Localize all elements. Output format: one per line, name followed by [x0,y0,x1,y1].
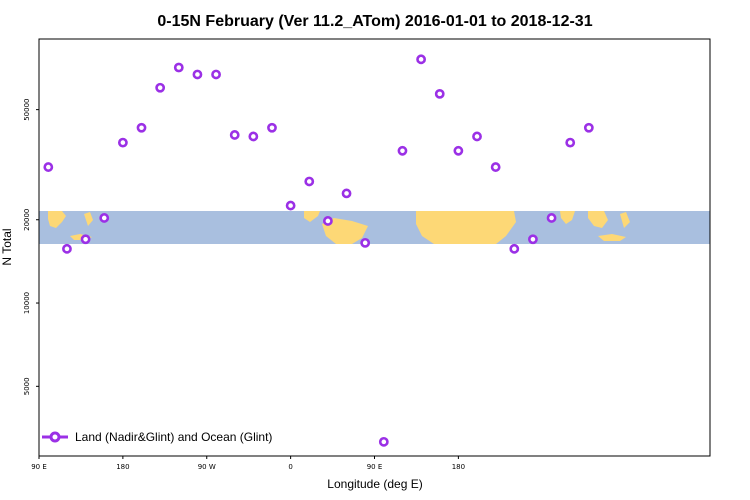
x-axis-label: Longitude (deg E) [327,477,422,491]
x-tick-label-3: 0 [288,463,292,471]
map-land-indonesia-2 [598,212,630,241]
data-point-0-28 [565,137,576,148]
data-point-0-17 [360,237,371,248]
y-axis: 5000 10000 20000 50000 [23,98,39,395]
data-point-0-3 [99,213,110,223]
data-point-0-21 [434,88,445,99]
map-land-south-america [322,218,368,244]
data-point-0-15 [323,216,333,226]
legend-label: Land (Nadir&Glint) and Ocean (Glint) [75,430,272,444]
y-tick-label-0: 5000 [23,377,31,395]
x-tick-label-5: 180 [452,463,465,471]
world-map-band [39,211,710,244]
data-point-0-12 [267,122,277,133]
data-point-0-23 [472,131,482,142]
data-point-0-8 [192,69,203,80]
data-point-0-18 [378,436,389,447]
legend-marker [49,431,61,443]
data-point-0-20 [416,54,426,65]
data-point-0-5 [136,122,147,133]
y-tick-label-1: 10000 [23,292,31,314]
data-point-0-7 [173,62,184,73]
data-point-0-14 [304,176,315,187]
map-land-south-asia [560,211,575,224]
data-point-0-0 [43,162,54,172]
data-point-0-10 [229,130,240,140]
x-tick-label-4: 90 E [367,463,383,471]
x-tick-label-2: 90 W [198,463,216,471]
y-tick-label-3: 50000 [23,98,31,120]
y-axis-label: N Total [0,228,14,265]
data-point-0-27 [546,213,557,223]
plot-frame [38,38,711,457]
series-points [43,54,594,447]
data-point-0-6 [155,82,166,93]
x-tick-label-0: 90 E [31,463,47,471]
map-land-southeast-asia-2 [588,211,608,228]
map-land-central-america [304,211,320,222]
map-land-southeast-asia [48,211,66,228]
data-point-0-26 [528,234,538,245]
data-point-0-22 [453,145,464,156]
data-point-0-16 [341,188,352,199]
data-point-0-4 [117,137,128,148]
data-point-0-2 [80,234,91,245]
data-point-0-13 [285,200,296,211]
legend: Land (Nadir&Glint) and Ocean (Glint) [42,430,272,444]
map-land-africa [416,211,516,244]
data-point-0-19 [397,145,408,156]
data-point-0-9 [211,69,221,80]
data-point-0-24 [490,162,501,172]
map-land-indonesia [70,212,93,240]
x-axis: 90 E 180 90 W 0 90 E 180 [31,456,465,471]
data-point-0-29 [583,122,594,133]
x-tick-label-1: 180 [116,463,129,471]
y-tick-label-2: 20000 [23,209,31,231]
chart-title: 0-15N February (Ver 11.2_ATom) 2016-01-0… [157,13,592,30]
data-point-0-25 [509,243,520,254]
data-point-0-11 [248,131,259,142]
data-point-0-1 [62,243,72,254]
